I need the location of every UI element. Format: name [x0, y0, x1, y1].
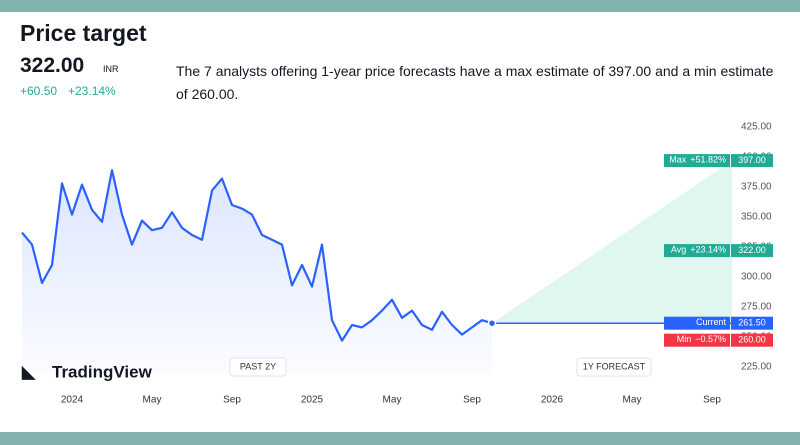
chip-label: Max +51.82%: [669, 155, 726, 165]
forecast-chip: Min −0.57% 260.00: [664, 333, 773, 347]
x-tick-label: 2024: [61, 395, 84, 406]
chip-left: [664, 333, 730, 347]
x-tick-label: 2026: [541, 395, 564, 406]
price-line: [21, 169, 493, 342]
chip-right: [731, 244, 773, 258]
x-tick-label: Sep: [223, 395, 241, 406]
chip-value: 261.50: [738, 318, 766, 328]
y-tick-label: 375.00: [741, 182, 772, 193]
period-label: 1Y FORECAST: [583, 361, 646, 371]
title: Price target: [20, 20, 147, 46]
price: 322.00: [20, 54, 85, 77]
y-tick-label: 350.00: [741, 212, 772, 223]
chip-value: 260.00: [738, 335, 766, 345]
x-tick-label: May: [623, 395, 642, 406]
period-label: PAST 2Y: [240, 361, 276, 371]
chip-label: Min −0.57%: [677, 335, 726, 345]
chip-text: Max: [669, 155, 687, 165]
description: The 7 analysts offering 1-year price for…: [176, 63, 774, 102]
x-tick-label: Sep: [463, 395, 481, 406]
x-tick-label: May: [143, 395, 162, 406]
chip-text: Min: [677, 335, 692, 345]
chip-right: [731, 333, 773, 347]
y-tick-label: 275.00: [741, 302, 772, 313]
currency: INR: [103, 64, 119, 74]
last-price-dot: [487, 318, 497, 328]
chip-value: 322.00: [738, 245, 766, 255]
top-band: [0, 0, 800, 12]
chip-label: Current: [696, 318, 727, 328]
chip-left: [664, 316, 730, 330]
x-tick-label: May: [383, 395, 402, 406]
y-tick-label: 225.00: [741, 362, 772, 373]
y-tick-label: 300.00: [741, 272, 772, 283]
period-box: [576, 357, 652, 377]
chip-label: Avg +23.14%: [671, 245, 726, 255]
chart: 225.00250.00275.00300.00325.00350.00375.…: [21, 122, 773, 406]
forecast-chip: Avg +23.14% 322.00: [664, 244, 773, 258]
price-area: [22, 170, 492, 373]
chip-left: [664, 244, 730, 258]
chip-text: +23.14%: [690, 245, 726, 255]
period-box: [229, 357, 287, 377]
chip-text: −0.57%: [695, 335, 726, 345]
change-percent: +23.14%: [68, 84, 116, 98]
forecast-chip: Max +51.82% 397.00: [664, 154, 773, 168]
chip-text: Current: [696, 318, 727, 328]
chip-text: +51.82%: [690, 155, 726, 165]
chip-right: [731, 316, 773, 330]
change: +60.50: [20, 84, 58, 98]
logo-mark: ◣: [21, 362, 36, 381]
chip-value: 397.00: [738, 155, 766, 165]
chip-left: [664, 154, 730, 168]
x-tick-label: Sep: [703, 395, 721, 406]
brand: TradingView: [52, 362, 153, 381]
chip-text: Avg: [671, 245, 686, 255]
forecast-area: [492, 160, 732, 325]
bottom-band: [0, 432, 800, 445]
chip-right: [731, 154, 773, 168]
current-chip: Current 261.50: [664, 316, 773, 330]
x-tick-label: 2025: [301, 395, 324, 406]
y-tick-label: 425.00: [741, 122, 772, 133]
